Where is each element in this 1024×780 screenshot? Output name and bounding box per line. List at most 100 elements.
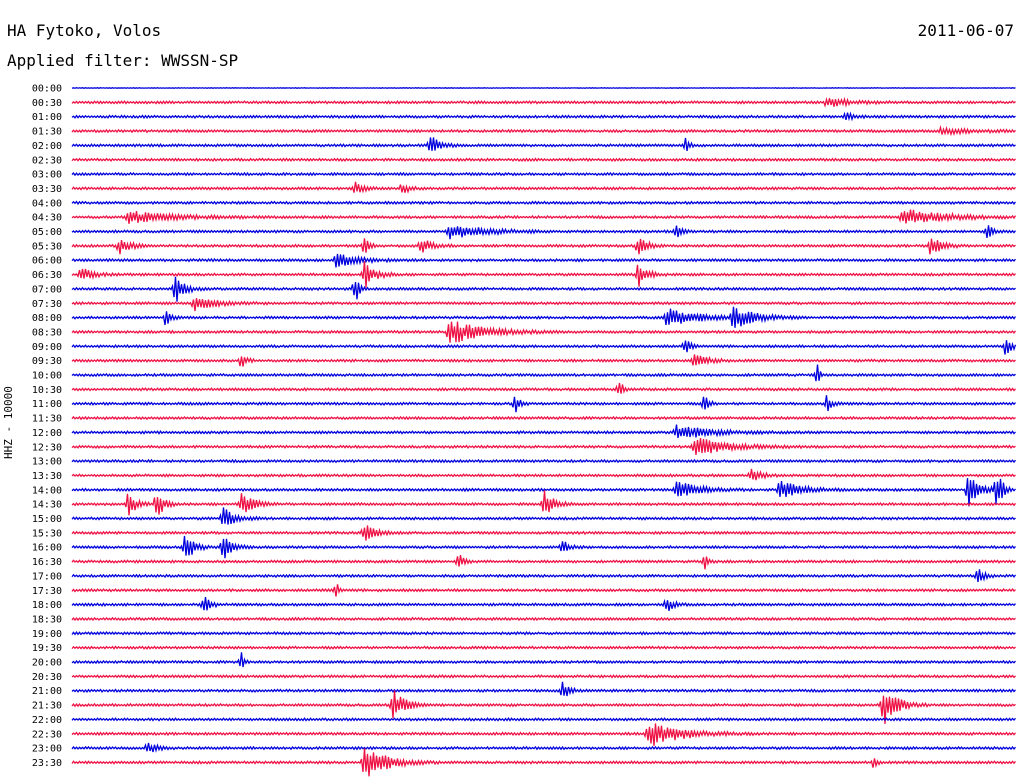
trace-line	[71, 748, 1016, 777]
trace-line	[71, 111, 1016, 122]
trace-line	[71, 340, 1017, 355]
trace-line	[71, 382, 1016, 394]
row-time-label: 00:00	[32, 84, 62, 95]
row-time-label: 07:00	[32, 284, 62, 295]
trace-line	[71, 364, 1016, 382]
trace-line	[71, 415, 1016, 421]
trace-line	[71, 200, 1017, 206]
trace-line	[71, 87, 1016, 89]
row-time-label: 11:30	[32, 414, 62, 425]
row-time-label: 01:00	[32, 112, 62, 123]
trace-line	[71, 478, 1017, 507]
row-time-label: 17:00	[32, 571, 62, 582]
trace-line	[71, 298, 1017, 312]
row-time-label: 09:00	[32, 342, 62, 353]
trace-line	[71, 723, 1017, 746]
trace-line	[71, 96, 1016, 108]
row-time-label: 15:00	[32, 514, 62, 525]
row-time-label: 16:30	[32, 557, 62, 568]
row-time-label: 14:00	[32, 485, 62, 496]
row-time-label: 04:00	[32, 198, 62, 209]
trace-line	[71, 630, 1016, 636]
trace-line	[71, 717, 1017, 722]
row-time-label: 05:00	[32, 227, 62, 238]
trace-line	[71, 652, 1016, 668]
row-time-label: 13:00	[32, 457, 62, 468]
row-time-label: 03:00	[32, 170, 62, 181]
trace-line	[71, 124, 1016, 137]
row-time-label: 18:00	[32, 600, 62, 611]
row-time-label: 21:00	[32, 686, 62, 697]
row-time-label: 18:30	[32, 614, 62, 625]
trace-line	[71, 681, 1016, 697]
trace-line	[71, 253, 1016, 268]
trace-line	[71, 437, 1016, 455]
trace-line	[71, 525, 1016, 541]
trace-line	[71, 321, 1017, 343]
row-time-label: 00:30	[32, 98, 62, 109]
trace-line	[71, 238, 1016, 255]
trace-line	[71, 569, 1017, 583]
row-time-label: 02:00	[32, 141, 62, 152]
trace-line	[71, 395, 1016, 413]
row-time-label: 06:00	[32, 256, 62, 267]
row-time-label: 21:30	[32, 701, 62, 712]
trace-line	[71, 157, 1016, 163]
trace-line	[71, 535, 1016, 559]
row-time-label: 05:30	[32, 241, 62, 252]
row-time-label: 02:30	[32, 155, 62, 166]
trace-line	[71, 424, 1016, 439]
row-time-label: 07:30	[32, 299, 62, 310]
row-time-label: 12:00	[32, 428, 62, 439]
row-time-label: 09:30	[32, 356, 62, 367]
trace-line	[71, 137, 1016, 151]
row-time-label: 06:30	[32, 270, 62, 281]
trace-line	[71, 507, 1016, 525]
trace-line	[71, 261, 1016, 288]
row-time-label: 01:30	[32, 127, 62, 138]
trace-line	[71, 209, 1017, 224]
row-time-label: 23:30	[32, 758, 62, 769]
trace-line	[71, 181, 1016, 194]
row-time-label: 03:30	[32, 184, 62, 195]
trace-line	[71, 742, 1017, 753]
record-date: 2011-06-07	[917, 21, 1014, 40]
row-time-label: 22:00	[32, 715, 62, 726]
row-time-label: 16:00	[32, 543, 62, 554]
trace-line	[71, 616, 1016, 622]
trace-line	[71, 306, 1017, 328]
trace-line	[71, 584, 1016, 597]
row-time-label: 17:30	[32, 586, 62, 597]
row-time-label: 22:30	[32, 729, 62, 740]
row-time-label: 15:30	[32, 528, 62, 539]
trace-line	[71, 674, 1016, 679]
row-time-label: 14:30	[32, 500, 62, 511]
row-time-label: 08:30	[32, 327, 62, 338]
row-time-label: 19:00	[32, 629, 62, 640]
filter-label: Applied filter: WWSSN-SP	[7, 51, 239, 70]
row-time-label: 20:30	[32, 672, 62, 683]
trace-line	[71, 645, 1016, 651]
trace-line	[71, 458, 1017, 464]
row-time-label: 13:30	[32, 471, 62, 482]
row-time-label: 04:30	[32, 213, 62, 224]
row-time-label: 19:30	[32, 643, 62, 654]
trace-line	[71, 354, 1016, 367]
row-time-label: 10:30	[32, 385, 62, 396]
row-time-label: 08:00	[32, 313, 62, 324]
station-title: HA Fytoko, Volos	[7, 21, 162, 40]
trace-line	[71, 276, 1016, 302]
trace-line	[71, 690, 1016, 724]
row-time-label: 11:00	[32, 399, 62, 410]
trace-line	[71, 554, 1016, 570]
trace-line	[71, 468, 1016, 481]
trace-line	[71, 597, 1016, 611]
row-time-label: 12:30	[32, 442, 62, 453]
trace-line	[71, 171, 1016, 177]
row-time-label: 20:00	[32, 658, 62, 669]
row-time-label: 23:00	[32, 744, 62, 755]
trace-line	[71, 490, 1017, 516]
trace-line	[71, 225, 1017, 240]
row-time-label: 10:00	[32, 371, 62, 382]
